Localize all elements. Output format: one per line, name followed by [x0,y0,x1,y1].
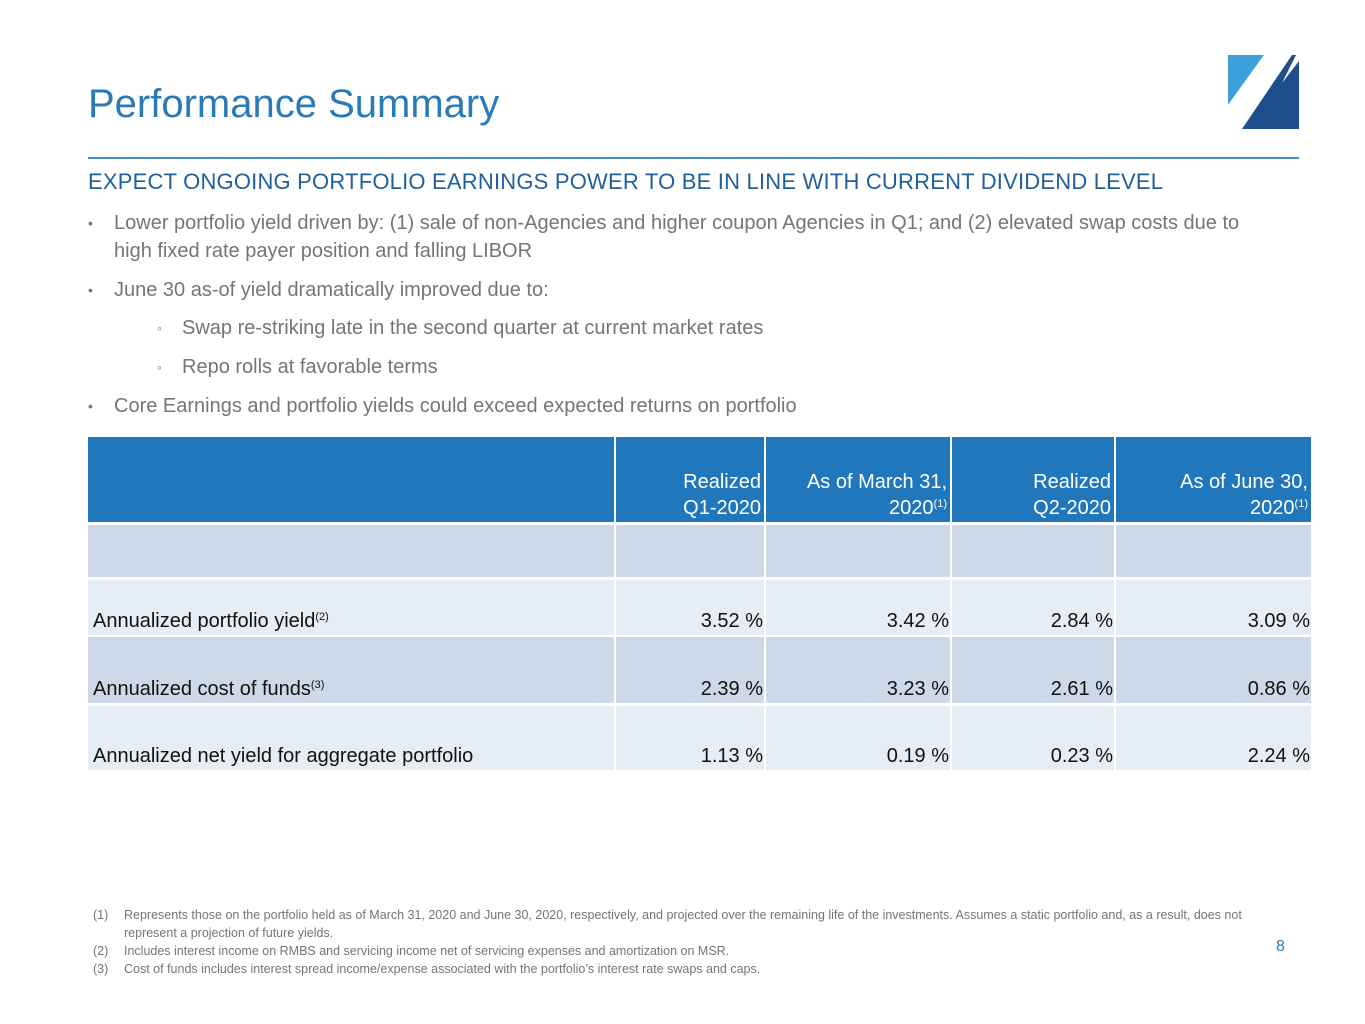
table-cell: 0.19 % [766,706,950,770]
bullet-text: June 30 as-of yield dramatically improve… [114,279,549,301]
bullet-mark: • [88,215,93,231]
cell-value: 3.52 % [700,610,763,632]
table-cell: 2.84 % [952,580,1114,635]
footnotes: (1) Represents those on the portfolio he… [93,906,1273,978]
footnote-number: (3) [93,962,109,976]
table-header-row: Realized Q1-2020 As of March 31, 2020(1) R… [88,437,1311,522]
column-header-line2: 2020 [889,497,934,519]
table-cell: 0.23 % [952,706,1114,770]
bullet-core-earnings: • Core Earnings and portfolio yields cou… [88,392,797,420]
table-cell: 3.23 % [766,637,950,703]
table-cell [88,525,614,577]
column-header-line1: As of March 31, [806,471,947,493]
footnote-text: Cost of funds includes interest spread i… [124,962,761,976]
bullet-mark: • [88,282,93,298]
title-divider [88,157,1299,159]
footnote-text: Includes interest income on RMBS and ser… [124,944,730,958]
page-title: Performance Summary [88,82,500,126]
column-header-line1: Realized [683,471,761,493]
section-subheading: EXPECT ONGOING PORTFOLIO EARNINGS POWER … [88,169,1164,194]
table-cell: 2.39 % [616,637,764,703]
cell-value: 3.42 % [886,610,949,632]
subbullet-text: Swap re-striking late in the second quar… [182,317,764,339]
subbullet-text: Repo rolls at favorable terms [182,356,438,378]
bullet-text: Lower portfolio yield driven by: (1) sal… [114,212,1240,262]
row-label: Annualized portfolio yield [93,610,316,632]
column-header: As of June 30, 2020(1) [1116,437,1311,522]
footnote-ref: (1) [1294,498,1308,510]
subbullet-mark: ◦ [157,359,162,375]
table-cell: 2.61 % [952,637,1114,703]
column-header: Realized Q1-2020 [616,437,764,522]
cell-value: 2.24 % [1247,745,1310,767]
footnote-ref: (2) [315,611,329,623]
bullet-text: Core Earnings and portfolio yields could… [114,395,797,417]
footnote-number: (1) [93,908,109,922]
table-cell: 3.09 % [1116,580,1311,635]
company-logo [1228,55,1299,129]
table-cell: 2.24 % [1116,706,1311,770]
cell-value: 0.86 % [1247,678,1310,700]
footnote-text: Represents those on the portfolio held a… [124,908,1242,940]
footnote-ref: (3) [310,679,325,691]
cell-value: 0.19 % [886,745,949,767]
bullet-portfolio-yield: • Lower portfolio yield driven by: (1) s… [88,209,1274,265]
column-header: As of March 31, 2020(1) [766,437,950,522]
footnote: (1) Represents those on the portfolio he… [93,906,1273,942]
table-cell [1116,525,1311,577]
column-header-line2: Q1-2020 [683,497,761,519]
subbullet-repo: ◦ Repo rolls at favorable terms [157,353,438,381]
cell-value: 2.61 % [1050,678,1113,700]
row-label: Annualized cost of funds [93,678,311,700]
table-cell: 3.42 % [766,580,950,635]
column-header-line1: As of June 30, [1180,471,1308,493]
cell-value: 3.23 % [886,678,949,700]
column-header-line1: Realized [1033,471,1111,493]
table-cell: 0.86 % [1116,637,1311,703]
table-row: Annualized net yield for aggregate portf… [88,706,1311,770]
cell-value: 3.09 % [1247,610,1310,632]
column-header-line2: 2020 [1250,497,1295,519]
subbullet-swap: ◦ Swap re-striking late in the second qu… [157,314,764,342]
footnote-number: (2) [93,944,109,958]
table-cell: 3.52 % [616,580,764,635]
row-label-cell: Annualized portfolio yield(2) [88,580,614,635]
table-cell [766,525,950,577]
cell-value: 2.39 % [700,678,763,700]
table-row: Annualized cost of funds(3) 2.39 % 3.23 … [88,637,1311,703]
bullet-june-yield: • June 30 as-of yield dramatically impro… [88,276,549,304]
page-number: 8 [1276,938,1285,955]
column-header-line2: Q2-2020 [1033,497,1111,519]
table-cell: 1.13 % [616,706,764,770]
cell-value: 0.23 % [1050,745,1113,767]
column-header: Realized Q2-2020 [952,437,1114,522]
footnote-ref: (1) [933,498,947,510]
footnote: (2) Includes interest income on RMBS and… [93,942,1273,960]
subbullet-mark: ◦ [157,320,162,336]
row-label-cell: Annualized net yield for aggregate portf… [88,706,614,770]
table-cell [616,525,764,577]
header-cell-empty [88,437,614,522]
row-label: Annualized net yield for aggregate portf… [93,745,474,767]
table-cell [952,525,1114,577]
footnote: (3) Cost of funds includes interest spre… [93,960,1273,978]
bullet-mark: • [88,398,93,414]
table-row: Annualized portfolio yield(2) 3.52 % 3.4… [88,580,1311,635]
cell-value: 2.84 % [1050,610,1113,632]
row-label-cell: Annualized cost of funds(3) [88,637,614,703]
cell-value: 1.13 % [700,745,763,767]
table-spacer-row [88,525,1311,577]
